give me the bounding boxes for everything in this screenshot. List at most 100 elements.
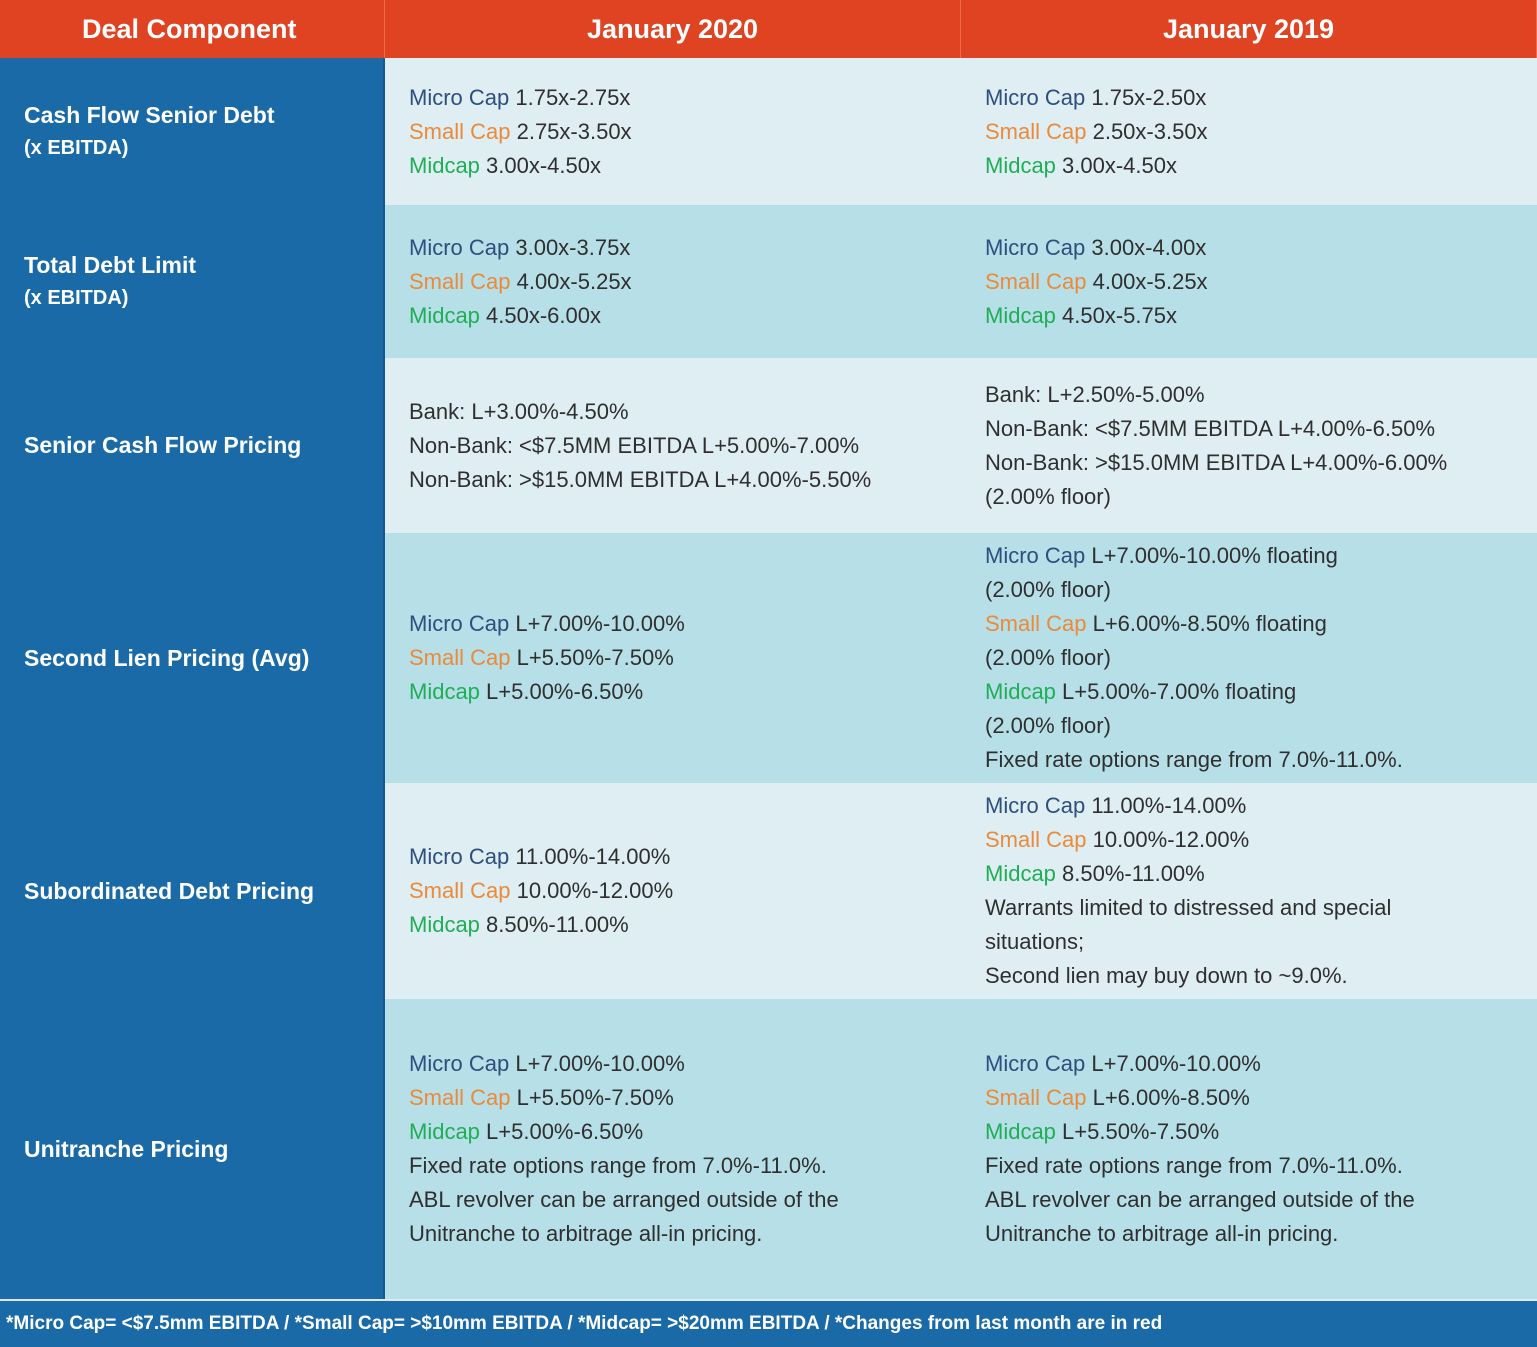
cell-january-2019: Micro Cap 3.00x-4.00x Small Cap 4.00x-5.2… [961,205,1537,358]
midcap-label: Midcap [409,679,480,704]
cell-value: Unitranche to arbitrage all-in pricing. [409,1221,763,1246]
cell-value: Non-Bank: >$15.0MM EBITDA L+4.00%-5.50% [409,466,872,492]
cell-line: Fixed rate options range from 7.0%-11.0%… [985,1149,1527,1183]
cell-value: 2.50x-3.50x [1086,118,1208,144]
cell-value: L+5.00%-6.50% [479,1119,644,1144]
cell-line: Micro Cap 11.00%-14.00% [409,840,951,874]
cell-value: Second lien may buy down to ~9.0%. [985,963,1348,988]
cell-line: Non-Bank: <$7.5MM EBITDA L+5.00%-7.00% [409,429,951,463]
cell-value: L+5.00%-7.00% floating [1055,679,1297,704]
cell-value: (2.00% floor) [985,483,1111,509]
cell-value: L+7.00%-10.00% [509,611,685,636]
cell-value: 4.50x-5.75x [1055,302,1177,328]
cell-line: Micro Cap L+7.00%-10.00% [985,1047,1527,1081]
row-label: Unitranche Pricing [0,999,385,1299]
cell-line: Small Cap L+6.00%-8.50% floating [985,607,1527,641]
row-label-text: Cash Flow Senior Debt [24,101,275,128]
cell-value: 10.00%-12.00% [1086,827,1250,852]
small-cap-label: Small Cap [985,118,1087,144]
cell-line: Micro Cap 3.00x-3.75x [409,231,951,265]
cell-line: Micro Cap L+7.00%-10.00% [409,607,951,641]
cell-january-2020: Micro Cap 11.00%-14.00% Small Cap 10.00%-… [385,783,961,999]
midcap-label: Midcap [985,1119,1056,1144]
cell-value: Fixed rate options range from 7.0%-11.0%… [409,1153,827,1178]
cell-value: 11.00%-14.00% [509,844,671,869]
cell-value: L+5.00%-6.50% [479,679,644,704]
row-label: Subordinated Debt Pricing [0,783,385,999]
cell-value: ABL revolver can be arranged outside of … [409,1187,839,1212]
micro-cap-label: Micro Cap [409,1051,510,1076]
cell-line: (2.00% floor) [985,709,1527,743]
cell-value: (2.00% floor) [985,713,1111,738]
midcap-label: Midcap [409,152,480,178]
cell-line: Small Cap 2.75x-3.50x [409,115,951,149]
cell-line: Midcap L+5.00%-6.50% [409,675,951,709]
cell-line: Midcap 8.50%-11.00% [985,857,1527,891]
cell-value: L+7.00%-10.00% [509,1051,685,1076]
midcap-label: Midcap [985,152,1056,178]
cell-value: 1.75x-2.50x [1085,84,1207,110]
cell-line: Small Cap L+6.00%-8.50% [985,1081,1527,1115]
cell-value: Non-Bank: <$7.5MM EBITDA L+4.00%-6.50% [985,415,1436,441]
small-cap-label: Small Cap [985,611,1087,636]
cell-value: (2.00% floor) [985,577,1111,602]
row-label: Senior Cash Flow Pricing [0,358,385,533]
cell-value: ABL revolver can be arranged outside of … [985,1187,1415,1212]
cell-value: L+5.50%-7.50% [1055,1119,1220,1144]
cell-line: Fixed rate options range from 7.0%-11.0%… [409,1149,951,1183]
row-sublabel: (x EBITDA) [24,286,129,309]
cell-line: situations; [985,925,1527,959]
cell-value: Non-Bank: >$15.0MM EBITDA L+4.00%-6.00% [985,449,1448,475]
cell-line: Non-Bank: <$7.5MM EBITDA L+4.00%-6.50% [985,412,1527,446]
cell-january-2020: Micro Cap L+7.00%-10.00% Small Cap L+5.50… [385,999,961,1299]
cell-line: Micro Cap 11.00%-14.00% [985,789,1527,823]
cell-value: (2.00% floor) [985,645,1111,670]
small-cap-label: Small Cap [409,878,511,903]
cell-line: Bank: L+3.00%-4.50% [409,395,951,429]
header-january-2020: January 2020 [385,0,961,58]
micro-cap-label: Micro Cap [409,84,510,110]
cell-line: Midcap L+5.00%-7.00% floating [985,675,1527,709]
cell-value: L+6.00%-8.50% [1086,1085,1250,1110]
row-label: Second Lien Pricing (Avg) [0,533,385,783]
cell-line: Midcap 8.50%-11.00% [409,908,951,942]
micro-cap-label: Micro Cap [985,234,1086,260]
cell-value: L+6.00%-8.50% floating [1086,611,1327,636]
cell-value: L+5.50%-7.50% [510,1085,674,1110]
micro-cap-label: Micro Cap [985,1051,1086,1076]
cell-line: Small Cap 2.50x-3.50x [985,115,1527,149]
cell-value: Warrants limited to distressed and speci… [985,895,1392,920]
footnote: *Micro Cap= <$7.5mm EBITDA / *Small Cap=… [0,1299,1537,1347]
cell-value: 4.00x-5.25x [510,268,632,294]
cell-value: L+5.50%-7.50% [510,645,674,670]
cell-value: 11.00%-14.00% [1085,793,1247,818]
row-label-text: Second Lien Pricing (Avg) [24,644,310,671]
cell-line: Midcap 4.50x-6.00x [409,299,951,333]
row-label-text: Subordinated Debt Pricing [24,877,315,904]
cell-line: Micro Cap 1.75x-2.75x [409,81,951,115]
cell-value: Fixed rate options range from 7.0%-11.0%… [985,747,1403,772]
midcap-label: Midcap [409,1119,480,1144]
cell-line: Small Cap 4.00x-5.25x [985,265,1527,299]
cell-january-2019: Micro Cap 1.75x-2.50x Small Cap 2.50x-3.5… [961,58,1537,205]
cell-line: ABL revolver can be arranged outside of … [985,1183,1527,1217]
cell-line: Unitranche to arbitrage all-in pricing. [409,1217,951,1251]
cell-value: 8.50%-11.00% [479,912,629,937]
cell-value: Non-Bank: <$7.5MM EBITDA L+5.00%-7.00% [409,432,860,458]
cell-line: Warrants limited to distressed and speci… [985,891,1527,925]
cell-line: Small Cap 10.00%-12.00% [409,874,951,908]
small-cap-label: Small Cap [985,827,1087,852]
cell-january-2020: Bank: L+3.00%-4.50% Non-Bank: <$7.5MM EBI… [385,358,961,533]
cell-value: Bank: L+2.50%-5.00% [985,381,1205,407]
micro-cap-label: Micro Cap [985,84,1086,110]
cell-value: 4.50x-6.00x [479,302,601,328]
row-label-text: Unitranche Pricing [24,1135,229,1162]
cell-line: Small Cap 10.00%-12.00% [985,823,1527,857]
micro-cap-label: Micro Cap [409,844,510,869]
cell-value: 3.00x-4.50x [1055,152,1177,178]
cell-value: L+7.00%-10.00% floating [1085,543,1338,568]
small-cap-label: Small Cap [409,268,511,294]
cell-value: 8.50%-11.00% [1055,861,1205,886]
small-cap-label: Small Cap [409,1085,511,1110]
